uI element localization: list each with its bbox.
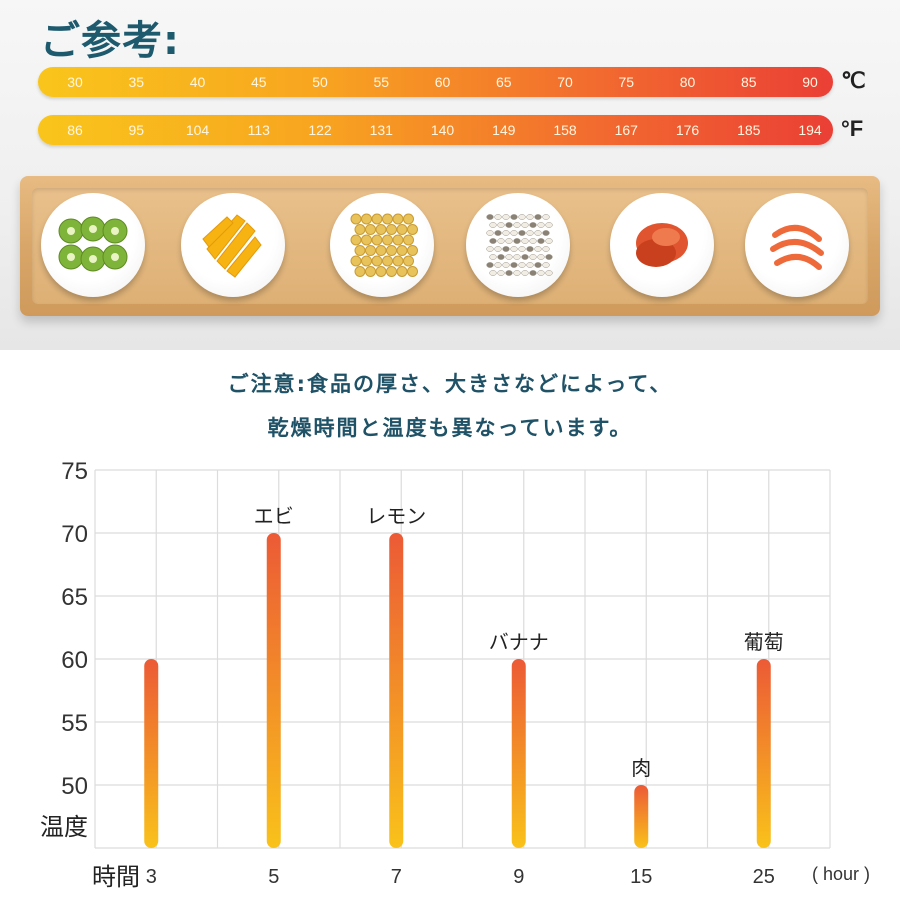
celsius-tick: 40 — [189, 74, 206, 90]
note-line-2: 乾燥時間と温度も異なっています。 — [267, 416, 633, 440]
celsius-tick: 45 — [250, 74, 267, 90]
grain-plate — [466, 193, 570, 297]
fahrenheit-tick: 131 — [369, 122, 393, 138]
mango-plate — [181, 193, 285, 297]
celsius-unit: ℃ — [841, 68, 866, 93]
fahrenheit-tick: 86 — [67, 122, 83, 138]
x-tick-label: 3 — [146, 866, 157, 888]
fahrenheit-tick: 149 — [492, 122, 516, 138]
celsius-tick: 85 — [740, 74, 757, 90]
bar — [266, 533, 281, 848]
note-line-1: ご注意:食品の厚さ、大きさなどによって、 — [227, 372, 673, 396]
fahrenheit-tick: 185 — [737, 122, 761, 138]
celsius-tick: 30 — [67, 74, 83, 90]
y-tick-label: 60 — [61, 647, 88, 674]
temperature-time-chart: 75 70 65 60 55 50 温度 3 エビ 5 レモン 7 バナナ 9 肉 15 葡萄 25 時間 ( hou… — [40, 458, 870, 891]
celsius-tick: 55 — [373, 74, 390, 90]
fahrenheit-tick: 167 — [614, 122, 638, 138]
fahrenheit-unit: °F — [841, 116, 864, 141]
celsius-tick: 60 — [434, 74, 451, 90]
celsius-tick: 80 — [679, 74, 696, 90]
shrimp-icon — [770, 225, 824, 270]
bar-label: バナナ — [489, 630, 549, 654]
soybean-plate — [330, 193, 434, 297]
celsius-scale-bar: 30 35 40 45 50 55 60 65 70 75 80 85 90 — [38, 67, 833, 97]
fahrenheit-scale-bar: 86 95 104 113 122 131 140 149 158 167 176 185 194 — [38, 115, 833, 145]
bar-label: エビ — [254, 504, 294, 528]
reference-title: ご参考: — [40, 18, 180, 64]
fahrenheit-tick: 140 — [430, 122, 455, 138]
fahrenheit-tick: 113 — [247, 122, 270, 138]
x-axis-unit: ( hour ) — [812, 864, 870, 884]
x-tick-label: 5 — [268, 866, 279, 888]
bar — [756, 659, 771, 848]
x-axis-label: 時間 — [92, 863, 140, 891]
kiwi-plate — [41, 193, 145, 297]
celsius-tick: 50 — [312, 74, 328, 90]
celsius-tick: 90 — [802, 74, 818, 90]
kiwi-icon — [58, 216, 128, 272]
grain-icon — [486, 214, 553, 276]
fahrenheit-tick: 158 — [553, 122, 577, 138]
x-tick-label: 7 — [391, 866, 402, 888]
y-tick-label: 55 — [61, 710, 88, 737]
y-axis-label: 温度 — [40, 813, 88, 841]
y-tick-label: 50 — [61, 773, 88, 800]
x-tick-label: 9 — [513, 866, 524, 888]
bar — [144, 659, 159, 848]
x-tick-label: 25 — [753, 866, 775, 888]
celsius-tick: 75 — [618, 74, 635, 90]
y-tick-label: 75 — [61, 458, 88, 485]
fahrenheit-tick: 104 — [185, 122, 210, 138]
soybean-icon — [350, 213, 418, 277]
y-tick-label: 70 — [61, 521, 88, 548]
fahrenheit-tick: 176 — [675, 122, 700, 138]
fahrenheit-tick: 122 — [308, 122, 332, 138]
x-tick-label: 15 — [630, 866, 652, 888]
meat-plate — [610, 193, 714, 297]
fahrenheit-tick: 95 — [128, 122, 145, 138]
celsius-tick: 35 — [128, 74, 145, 90]
y-tick-label: 65 — [61, 584, 88, 611]
celsius-tick: 65 — [495, 74, 512, 90]
mango-icon — [202, 214, 262, 278]
shrimp-plate — [745, 193, 849, 297]
meat-icon — [636, 223, 688, 267]
bar — [511, 659, 526, 848]
bar — [389, 533, 404, 848]
bar-label: 肉 — [631, 756, 651, 780]
bar-label: 葡萄 — [744, 630, 784, 654]
bar — [634, 785, 649, 848]
wooden-tray — [20, 176, 880, 316]
celsius-tick: 70 — [557, 74, 573, 90]
fahrenheit-tick: 194 — [798, 122, 822, 138]
bar-label: レモン — [366, 504, 426, 528]
